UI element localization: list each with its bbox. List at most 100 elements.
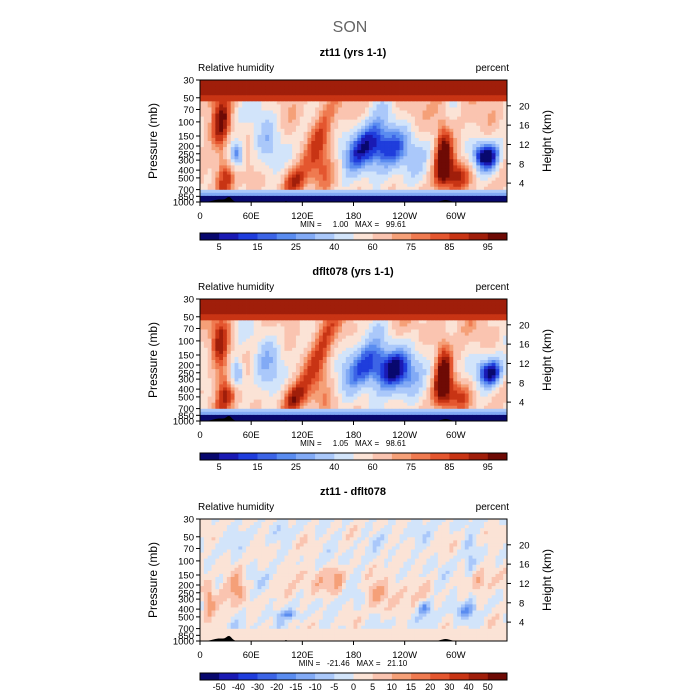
heatmap-cell [318, 347, 324, 352]
heatmap-cell [476, 86, 481, 90]
heatmap-cell [426, 89, 431, 93]
heatmap-cell [215, 323, 220, 327]
heatmap-cell [318, 356, 324, 361]
heatmap-cell [503, 162, 507, 166]
heatmap-cell [491, 326, 496, 330]
heatmap-cell [499, 186, 504, 191]
heatmap-cell [280, 341, 285, 346]
heatmap-cell [249, 186, 255, 191]
heatmap-cell [299, 329, 305, 333]
heatmap-cell [472, 116, 477, 121]
heatmap-cell [223, 177, 228, 182]
heatmap-cell [207, 317, 212, 321]
heatmap-cell [299, 159, 305, 163]
heatmap-cell [399, 332, 404, 336]
heatmap-cell [276, 144, 281, 148]
heatmap-cell [226, 137, 232, 142]
heatmap-cell [249, 119, 255, 124]
heatmap-cell [365, 329, 370, 333]
heatmap-cell [495, 350, 500, 355]
heatmap-cell [361, 360, 366, 364]
heatmap-cell [334, 186, 339, 191]
heatmap-cell [457, 147, 462, 151]
heatmap-cell [407, 308, 412, 312]
heatmap-cell [292, 320, 297, 324]
heatmap-cell [249, 147, 255, 151]
heatmap-cell [449, 329, 454, 333]
heatmap-cell [407, 338, 412, 343]
heatmap-cell [249, 195, 255, 200]
heatmap-cell [430, 308, 435, 312]
heatmap-cell [399, 335, 404, 340]
heatmap-cell [284, 180, 289, 185]
heatmap-cell [288, 305, 293, 309]
heatmap-cell [422, 159, 427, 163]
heatmap-cell [422, 335, 427, 340]
heatmap-cell [219, 195, 224, 200]
heatmap-cell [330, 180, 335, 185]
heatmap-cell [391, 326, 397, 330]
heatmap-cell [345, 338, 351, 343]
heatmap-cell [238, 80, 243, 84]
heatmap-cell [453, 92, 458, 96]
heatmap-cell [464, 104, 470, 108]
heatmap-cell [388, 171, 393, 175]
heatmap-cell [211, 338, 216, 343]
heatmap-cell [399, 305, 404, 309]
heatmap-cell [234, 101, 239, 105]
heatmap-cell [380, 311, 385, 315]
heatmap-cell [491, 116, 496, 121]
heatmap-cell [384, 344, 389, 349]
heatmap-cell [495, 86, 500, 90]
heatmap-cell [276, 189, 281, 194]
heatmap-cell [261, 302, 266, 306]
heatmap-cell [361, 122, 366, 127]
heatmap-cell [322, 341, 328, 346]
heatmap-cell [219, 147, 224, 151]
heatmap-cell [330, 165, 335, 169]
heatmap-cell [403, 183, 408, 188]
heatmap-cell [249, 110, 255, 114]
heatmap-cell [292, 308, 297, 312]
heatmap-cell [357, 177, 362, 182]
heatmap-cell [453, 323, 458, 327]
heatmap-cell [341, 350, 347, 355]
heatmap-cell [395, 308, 400, 312]
heatmap-cell [276, 320, 281, 324]
heatmap-cell [414, 168, 420, 172]
heatmap-cell [219, 320, 224, 324]
heatmap-cell [242, 131, 247, 136]
heatmap-cell [437, 360, 443, 364]
heatmap-cell [215, 335, 220, 340]
heatmap-cell [215, 192, 220, 197]
heatmap-cell [238, 341, 243, 346]
heatmap-cell [330, 350, 335, 355]
heatmap-cell [453, 356, 458, 361]
heatmap-cell [368, 98, 374, 102]
heatmap-cells [200, 299, 507, 421]
heatmap-cell [407, 107, 412, 111]
heatmap-cell [353, 150, 358, 154]
heatmap-cell [207, 356, 212, 361]
heatmap-cell [334, 338, 339, 343]
heatmap-cell [445, 162, 450, 166]
right-tick-label: 4 [519, 179, 524, 190]
heatmap-cell [441, 131, 446, 136]
heatmap-cell [503, 159, 507, 163]
heatmap-cell [311, 89, 316, 93]
heatmap-cell [357, 122, 362, 127]
heatmap-cell [207, 134, 212, 139]
heatmap-cell [441, 186, 446, 191]
heatmap-cell [349, 329, 354, 333]
heatmap-cell [276, 165, 281, 169]
heatmap-cell [341, 125, 347, 130]
heatmap-cell [238, 344, 243, 349]
heatmap-cell [449, 356, 454, 361]
heatmap-cell [376, 311, 381, 315]
heatmap-cell [357, 198, 362, 202]
heatmap-cell [380, 110, 385, 114]
heatmap-cell [434, 128, 439, 133]
heatmap-cell [276, 80, 281, 84]
heatmap-cell [238, 98, 243, 102]
heatmap-cell [368, 89, 374, 93]
